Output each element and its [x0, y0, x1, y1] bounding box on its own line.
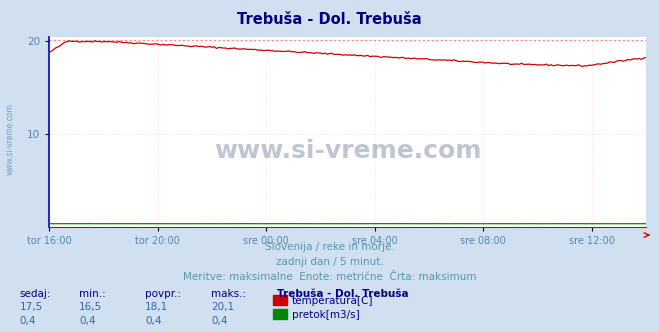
- Text: povpr.:: povpr.:: [145, 289, 181, 299]
- Text: Meritve: maksimalne  Enote: metrične  Črta: maksimum: Meritve: maksimalne Enote: metrične Črta…: [183, 272, 476, 282]
- Text: 0,4: 0,4: [145, 316, 161, 326]
- Text: Slovenija / reke in morje.: Slovenija / reke in morje.: [264, 242, 395, 252]
- Text: 17,5: 17,5: [20, 302, 43, 312]
- Text: Trebuša - Dol. Trebuša: Trebuša - Dol. Trebuša: [277, 289, 409, 299]
- Text: www.si-vreme.com: www.si-vreme.com: [5, 104, 14, 175]
- Text: 20,1: 20,1: [211, 302, 234, 312]
- Text: sedaj:: sedaj:: [20, 289, 51, 299]
- Text: 0,4: 0,4: [79, 316, 96, 326]
- Text: 0,4: 0,4: [20, 316, 36, 326]
- Text: 18,1: 18,1: [145, 302, 168, 312]
- Text: 16,5: 16,5: [79, 302, 102, 312]
- Text: www.si-vreme.com: www.si-vreme.com: [214, 139, 481, 163]
- Text: pretok[m3/s]: pretok[m3/s]: [292, 310, 360, 320]
- Text: 0,4: 0,4: [211, 316, 227, 326]
- Text: min.:: min.:: [79, 289, 106, 299]
- Text: maks.:: maks.:: [211, 289, 246, 299]
- Text: temperatura[C]: temperatura[C]: [292, 296, 374, 306]
- Text: Trebuša - Dol. Trebuša: Trebuša - Dol. Trebuša: [237, 12, 422, 27]
- Text: zadnji dan / 5 minut.: zadnji dan / 5 minut.: [275, 257, 384, 267]
